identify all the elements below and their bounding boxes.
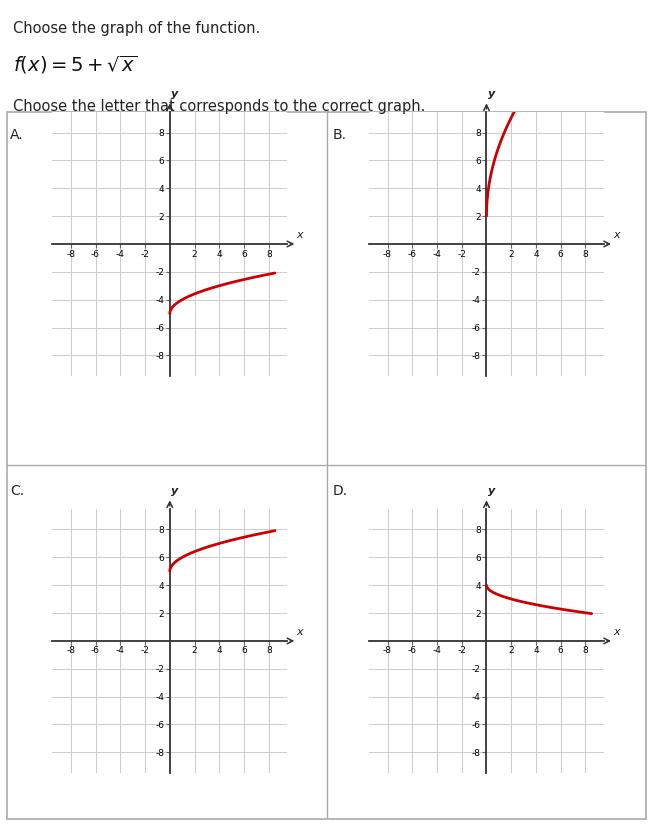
Text: y: y: [171, 89, 178, 99]
Text: x: x: [296, 230, 303, 240]
Text: x: x: [613, 627, 620, 637]
Text: C.: C.: [10, 484, 24, 498]
Text: x: x: [613, 230, 620, 240]
Text: y: y: [488, 89, 495, 99]
Text: y: y: [171, 486, 178, 496]
Text: x: x: [296, 627, 303, 637]
Text: Choose the graph of the function.: Choose the graph of the function.: [13, 21, 261, 36]
Text: A.: A.: [10, 128, 24, 142]
Text: y: y: [488, 486, 495, 496]
Text: Choose the letter that corresponds to the correct graph.: Choose the letter that corresponds to th…: [13, 99, 426, 114]
Text: $f(x) = 5 + \sqrt{x}$: $f(x) = 5 + \sqrt{x}$: [13, 54, 138, 76]
Text: B.: B.: [333, 128, 347, 142]
Text: D.: D.: [333, 484, 348, 498]
